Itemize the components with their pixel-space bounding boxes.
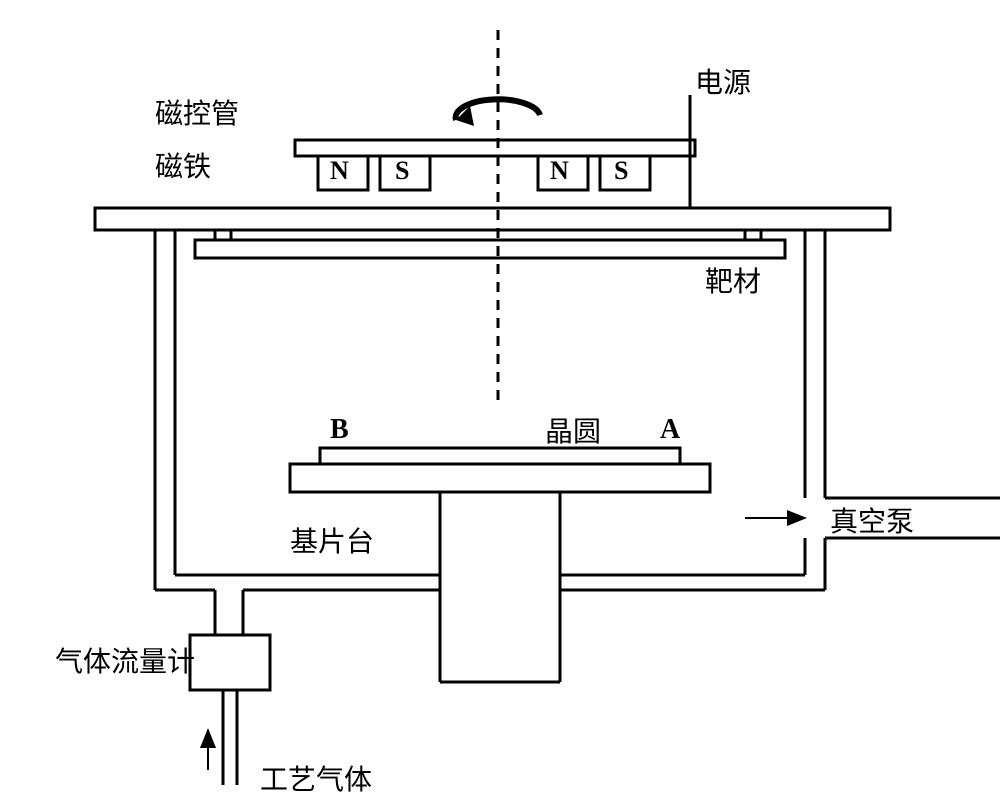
label-magnet-n1: N — [330, 156, 349, 186]
label-point-b: B — [330, 414, 349, 446]
label-vacuum-pump: 真空泵 — [830, 500, 914, 540]
label-point-a: A — [660, 414, 680, 446]
label-magnet-s2: S — [614, 156, 628, 186]
label-wafer: 晶圆 — [545, 410, 601, 450]
label-target: 靶材 — [705, 260, 761, 300]
label-substrate: 基片台 — [290, 520, 374, 560]
diagram-svg — [0, 0, 1000, 810]
diagram-canvas: 磁控管 磁铁 电源 靶材 晶圆 基片台 真空泵 气体流量计 工艺气体 A B N… — [0, 0, 1000, 810]
label-magnet-s1: S — [395, 156, 409, 186]
label-magnetron: 磁控管 — [155, 92, 239, 132]
label-process-gas: 工艺气体 — [260, 758, 372, 798]
label-power: 电源 — [695, 61, 751, 101]
label-gas-flowmeter: 气体流量计 — [55, 640, 195, 680]
label-magnet: 磁铁 — [155, 145, 211, 185]
label-magnet-n2: N — [550, 156, 569, 186]
